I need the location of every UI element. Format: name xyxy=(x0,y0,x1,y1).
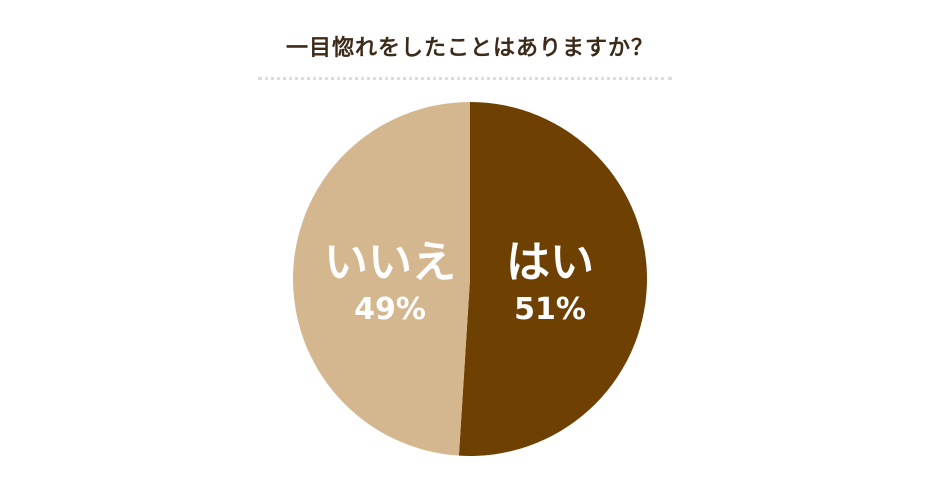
pie-slice-yes xyxy=(458,102,648,456)
pie-slice-value-yes: 51% xyxy=(514,292,586,327)
pie-slice-no xyxy=(293,102,470,456)
pie-labels: はい 51% いいえ 49% xyxy=(324,237,594,327)
pie-slices xyxy=(293,102,648,456)
pie-slice-label-no: いいえ xyxy=(324,237,456,288)
pie-slice-value-no: 49% xyxy=(354,292,426,327)
chart-title: 一目惚れをしたことはありますか？ xyxy=(285,36,654,61)
title-dotted-divider xyxy=(258,77,672,80)
pie-slice-label-yes: はい xyxy=(506,237,594,288)
